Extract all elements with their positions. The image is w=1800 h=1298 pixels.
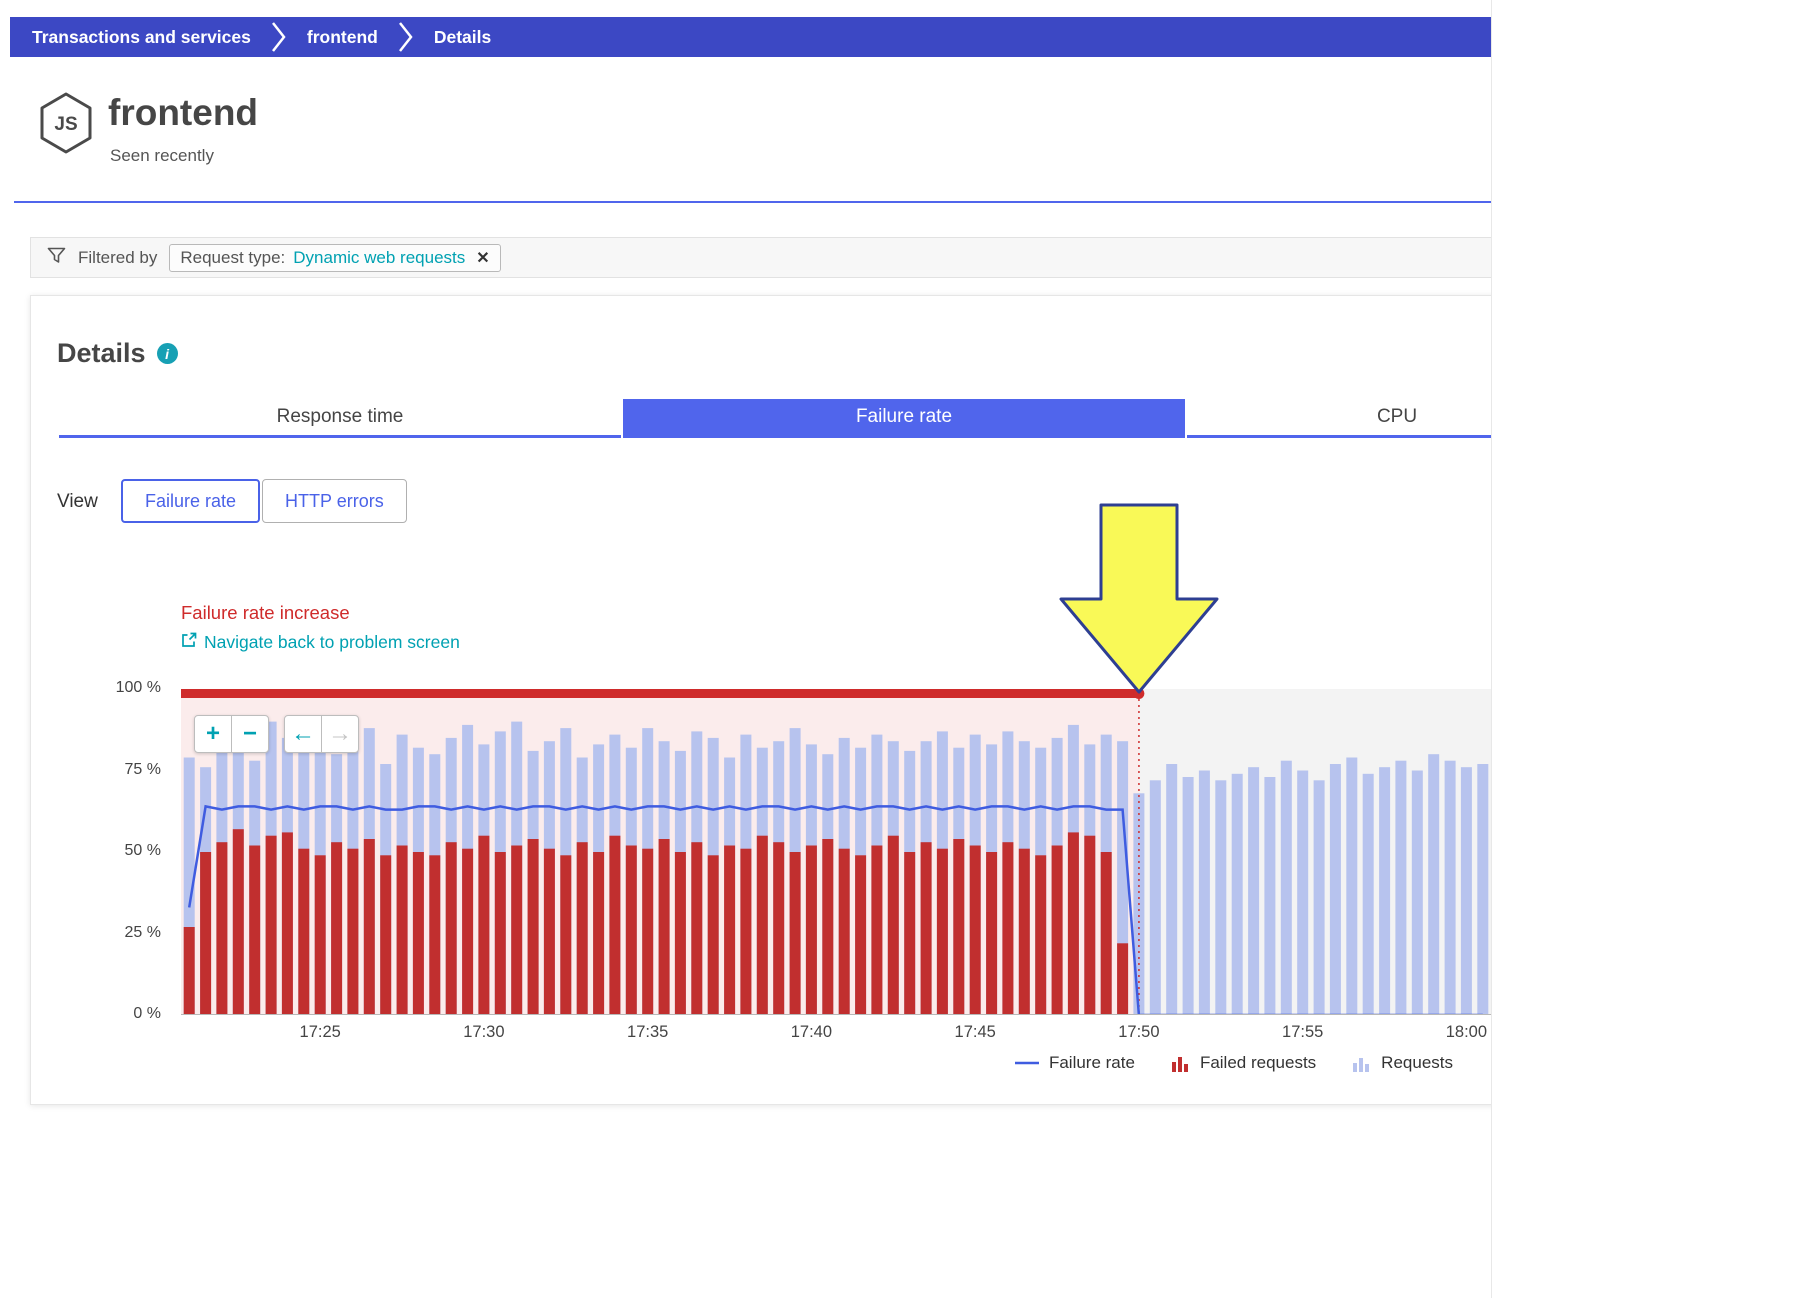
- legend-item-failure-rate[interactable]: Failure rate: [1014, 1053, 1135, 1073]
- legend-item-requests[interactable]: Requests: [1352, 1053, 1453, 1073]
- zoom-out-button[interactable]: −: [231, 715, 269, 753]
- y-axis-tick-label: 50 %: [124, 842, 161, 859]
- filter-chip-value: Dynamic web requests: [293, 247, 466, 267]
- y-axis-labels: 100 % 75 % 50 % 25 % 0 %: [86, 679, 171, 1022]
- y-axis-tick-label: 100 %: [115, 679, 161, 696]
- zoom-in-button[interactable]: +: [194, 715, 232, 753]
- chart-zoom-controls: + − ← →: [194, 715, 359, 753]
- x-axis-tick-label: 17:35: [627, 1023, 669, 1041]
- filter-chip: Request type: Dynamic web requests ✕: [169, 243, 501, 272]
- problem-screen-link[interactable]: Navigate back to problem screen: [181, 632, 460, 653]
- legend-label: Requests: [1381, 1053, 1453, 1072]
- filter-funnel-icon: [47, 247, 66, 269]
- metric-tabs: Response time Failure rate CPU: [59, 399, 1491, 438]
- nodejs-hexagon-icon: JS: [38, 92, 94, 159]
- x-axis-tick-label: 17:25: [299, 1023, 341, 1041]
- page-title: frontend: [108, 92, 259, 133]
- details-heading: Details i: [57, 338, 178, 369]
- x-axis-tick-label: 17:45: [954, 1023, 996, 1041]
- details-heading-text: Details: [57, 338, 146, 368]
- line-swatch-icon: [1014, 1061, 1039, 1065]
- tab-response-time[interactable]: Response time: [59, 399, 621, 438]
- x-axis-tick-label: 17:50: [1118, 1023, 1160, 1041]
- filtered-by-label: Filtered by: [78, 247, 158, 267]
- chevron-right-icon: [398, 20, 414, 54]
- legend-label: Failure rate: [1048, 1053, 1135, 1072]
- filter-chip-key: Request type:: [180, 247, 286, 267]
- y-axis-tick-label: 0 %: [133, 1005, 161, 1022]
- pan-forward-button: →: [321, 715, 359, 753]
- y-axis-tick-label: 25 %: [124, 923, 161, 941]
- svg-text:JS: JS: [54, 114, 77, 135]
- filter-bar: Filtered by Request type: Dynamic web re…: [30, 237, 1491, 278]
- breadcrumb-item-transactions-and-services[interactable]: Transactions and services: [32, 26, 251, 47]
- external-link-icon: [181, 632, 197, 653]
- failure-rate-chart[interactable]: [181, 689, 1491, 1015]
- bars-swatch-icon: [1171, 1056, 1188, 1072]
- problem-screen-link-text: Navigate back to problem screen: [204, 632, 460, 652]
- chevron-right-icon: [271, 20, 287, 54]
- view-label: View: [57, 491, 98, 512]
- breadcrumb: Transactions and services frontend Detai…: [10, 17, 1491, 57]
- details-card: Details i Response time Failure rate CPU…: [30, 295, 1491, 1105]
- app-window: Transactions and services frontend Detai…: [10, 0, 1492, 1298]
- view-option-failure-rate[interactable]: Failure rate: [121, 479, 261, 523]
- view-option-http-errors[interactable]: HTTP errors: [262, 479, 407, 523]
- breadcrumb-item-frontend[interactable]: frontend: [306, 26, 378, 47]
- tab-cpu[interactable]: CPU: [1187, 399, 1491, 438]
- annotation-title: Failure rate increase: [181, 602, 350, 623]
- x-axis-tick-label: 17:55: [1282, 1023, 1324, 1041]
- view-toggle: Failure rate HTTP errors: [121, 479, 407, 523]
- close-icon[interactable]: ✕: [476, 249, 490, 267]
- pan-back-button[interactable]: ←: [284, 715, 322, 753]
- x-axis-tick-label: 17:30: [463, 1023, 505, 1041]
- bars-swatch-icon: [1353, 1057, 1370, 1072]
- highlight-arrow: [1059, 503, 1219, 694]
- chart-legend: Failure rate Failed requests Requests: [971, 1053, 1453, 1073]
- info-icon[interactable]: i: [156, 343, 178, 364]
- breadcrumb-item-details: Details: [433, 26, 492, 47]
- header-divider: [14, 201, 1491, 203]
- x-axis-tick-label: 17:40: [790, 1023, 833, 1041]
- legend-label: Failed requests: [1199, 1053, 1317, 1072]
- x-axis-labels: 17:25 17:30 17:35 17:40 17:45 17:50 17:55 18:00: [181, 1023, 1491, 1045]
- tab-failure-rate[interactable]: Failure rate: [623, 399, 1185, 438]
- x-axis-tick-label: 18:00: [1445, 1023, 1488, 1041]
- y-axis-tick-label: 75 %: [124, 760, 161, 778]
- legend-item-failed-requests[interactable]: Failed requests: [1171, 1053, 1316, 1073]
- page-subtitle: Seen recently: [110, 146, 214, 165]
